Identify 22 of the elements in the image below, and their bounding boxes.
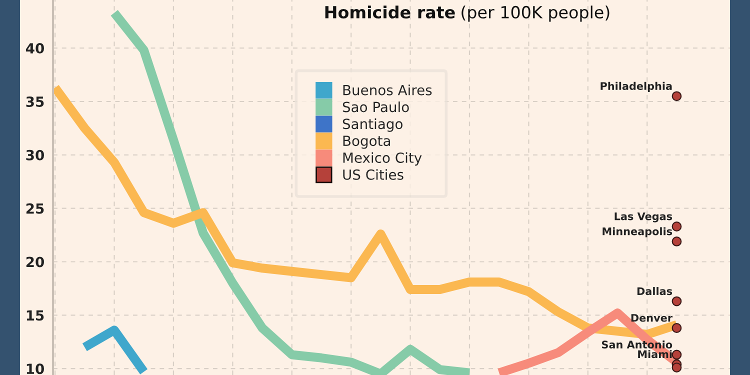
- legend-label: Bogota: [343, 136, 390, 149]
- annotation: Dallas: [637, 287, 672, 296]
- annotation: Minneapolis: [602, 227, 672, 238]
- chart-title: Homicide rate: [325, 6, 455, 19]
- legend-label: Buenos Aires: [343, 84, 432, 96]
- y-tick-label: 40: [26, 43, 44, 54]
- annotation: Philadelphia: [600, 82, 672, 92]
- y-tick-label: 30: [26, 150, 44, 160]
- legend-label: Sao Paulo: [342, 101, 409, 112]
- y-tick-label: 10: [26, 364, 44, 374]
- annotation: Las Vegas: [614, 212, 672, 222]
- y-tick-label: 25: [26, 203, 44, 214]
- legend-label: US Cities: [343, 169, 404, 180]
- annotation: San Antonio: [602, 340, 672, 349]
- y-tick-label: 20: [26, 256, 44, 268]
- legend-label: Santiago: [342, 118, 402, 132]
- chart-subtitle: (per 100K people): [462, 6, 610, 22]
- legend-label: Mexico City: [343, 152, 422, 166]
- annotation: Denver: [631, 314, 673, 322]
- y-tick-label: 15: [26, 310, 44, 321]
- y-tick-label: 35: [26, 96, 44, 107]
- annotation: Miami: [638, 350, 672, 358]
